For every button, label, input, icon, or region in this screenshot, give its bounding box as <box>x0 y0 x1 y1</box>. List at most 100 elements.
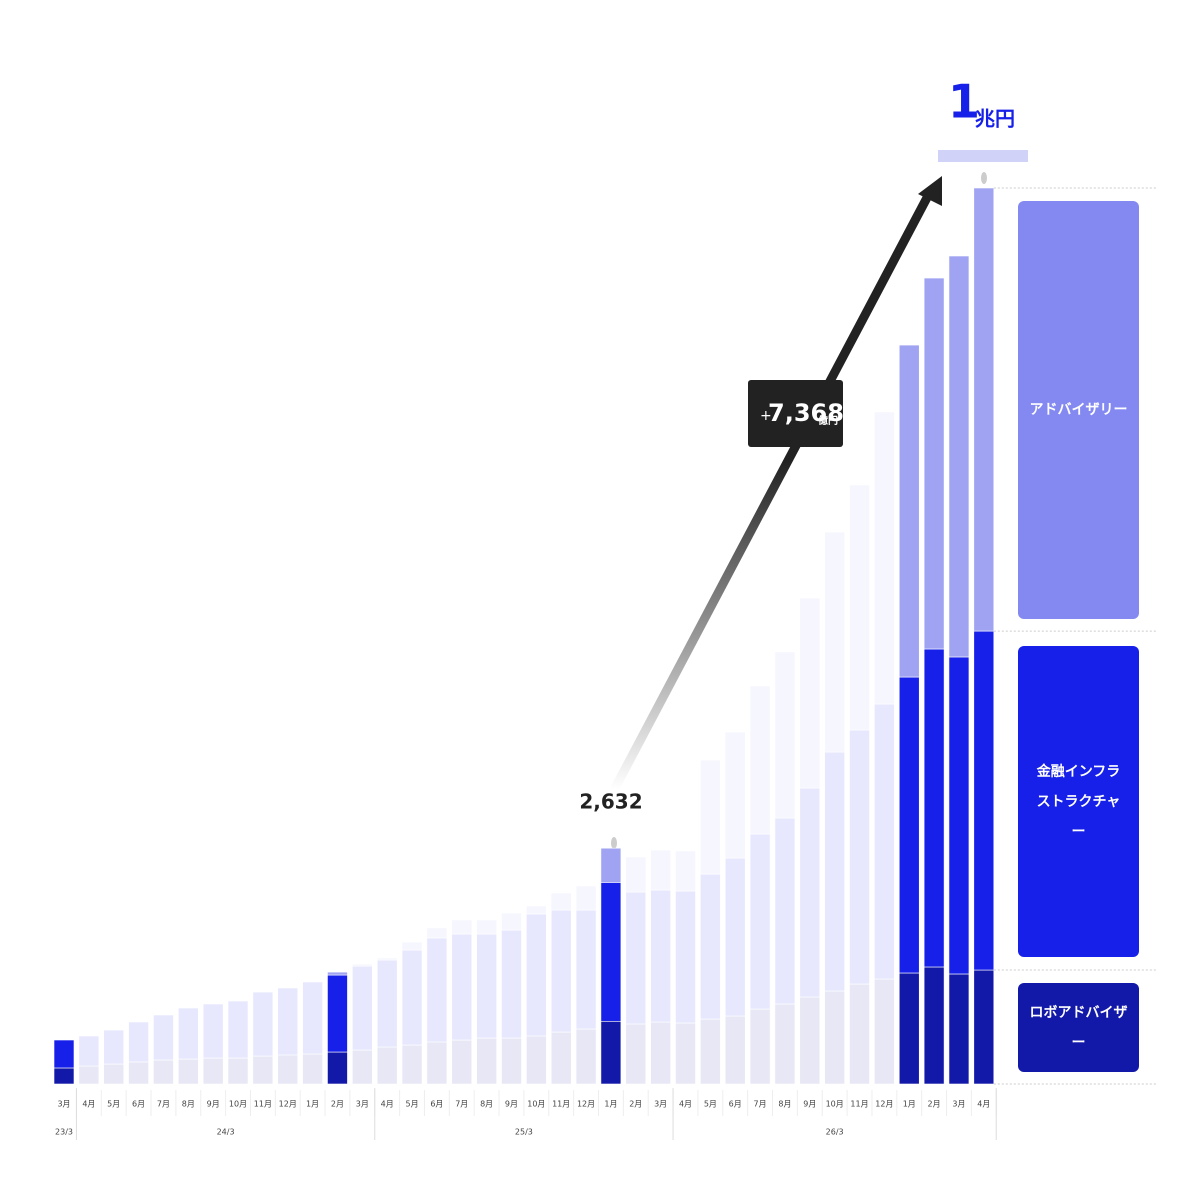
bar-segment <box>650 1021 671 1085</box>
bar-segment <box>799 597 821 789</box>
growth-value: 7,368 <box>768 399 844 427</box>
bar-segment <box>352 1049 373 1085</box>
bar-segment <box>426 1041 448 1085</box>
bar-segment <box>401 949 423 1046</box>
x-tick-label: 3月 <box>654 1100 667 1109</box>
bar-segment <box>824 990 845 1085</box>
x-tick-label: 10月 <box>229 1100 247 1109</box>
legend-item: 金融インフラストラクチャー <box>1018 646 1139 957</box>
bar-total-label: 2,632 <box>579 790 642 814</box>
bar-segment <box>898 972 920 1085</box>
bar-segment <box>327 1051 348 1085</box>
x-tick-label: 9月 <box>803 1100 816 1109</box>
x-tick-label: 3月 <box>952 1100 965 1109</box>
bar-segment <box>749 1008 771 1085</box>
x-tick-label: 11月 <box>552 1100 570 1109</box>
bar-segment <box>948 973 970 1085</box>
bar-segment <box>675 850 696 892</box>
goal-unit: 兆円 <box>975 107 1015 131</box>
bar-segment <box>749 685 771 835</box>
x-group-label: 26/3 <box>826 1128 844 1137</box>
bar-segment <box>550 1031 572 1085</box>
growth-arrow <box>610 189 934 793</box>
legend-item: ロボアドバイザー <box>1018 983 1139 1072</box>
bar-segment <box>600 847 622 883</box>
bar-segment <box>625 856 647 893</box>
x-tick-label: 4月 <box>381 1100 394 1109</box>
bar-segment <box>774 817 796 1005</box>
bar-segment <box>749 833 771 1010</box>
bar-segment <box>700 759 721 875</box>
x-tick-label: 7月 <box>157 1100 170 1109</box>
bar-segment <box>575 1028 597 1085</box>
bar-segment <box>202 1003 224 1059</box>
bar-segment <box>849 484 870 731</box>
x-tick-label: 12月 <box>875 1100 893 1109</box>
bar-segment <box>103 1063 125 1085</box>
x-tick-label: 12月 <box>279 1100 297 1109</box>
bar-segment <box>824 751 845 992</box>
x-tick-label: 12月 <box>577 1100 595 1109</box>
x-tick-label: 2月 <box>629 1100 642 1109</box>
bar-segment <box>526 905 547 915</box>
x-tick-label: 5月 <box>405 1100 418 1109</box>
bar-segment <box>103 1029 125 1065</box>
bar-segment <box>252 991 274 1057</box>
bar-segment <box>352 965 373 1051</box>
x-tick-label: 9月 <box>207 1100 220 1109</box>
bar-segment <box>78 1035 100 1067</box>
bar-segment <box>898 676 920 974</box>
bar-segment <box>923 966 945 1085</box>
bar-segment <box>153 1014 174 1061</box>
bar-segment <box>774 651 796 819</box>
bar-segment <box>625 891 647 1025</box>
x-tick-label: 2月 <box>331 1100 344 1109</box>
bar-segment <box>376 959 398 1048</box>
x-tick-label: 6月 <box>430 1100 443 1109</box>
bar-segment <box>53 1039 75 1069</box>
bar-segment <box>550 892 572 911</box>
bar-segment <box>476 919 497 935</box>
bar-segment <box>277 1054 299 1085</box>
bar-segment <box>376 957 398 961</box>
bar-segment <box>327 971 348 976</box>
bar-segment <box>799 996 821 1085</box>
bar-segment <box>799 787 821 998</box>
x-tick-label: 1月 <box>306 1100 319 1109</box>
bar-segment <box>948 255 970 658</box>
bar-segment <box>700 873 721 1020</box>
bar-segment <box>202 1057 224 1085</box>
x-tick-label: 1月 <box>604 1100 617 1109</box>
bar-segment <box>451 919 473 935</box>
x-tick-label: 8月 <box>480 1100 493 1109</box>
bar-segment <box>401 1044 423 1085</box>
bar-segment <box>849 983 870 1085</box>
bar-segment <box>526 913 547 1037</box>
bar-segment <box>302 1053 323 1085</box>
bar-segment <box>948 656 970 975</box>
bar-segment <box>78 1065 100 1085</box>
bar-segment <box>476 933 497 1039</box>
x-tick-label: 11月 <box>850 1100 868 1109</box>
bar-segment <box>650 889 671 1023</box>
x-tick-label: 6月 <box>132 1100 145 1109</box>
bar-segment <box>550 909 572 1033</box>
bar-segment <box>153 1059 174 1085</box>
bar-segment <box>724 731 746 859</box>
x-tick-label: 7月 <box>455 1100 468 1109</box>
x-tick-label: 9月 <box>505 1100 518 1109</box>
growth-box <box>748 380 843 447</box>
x-tick-label: 5月 <box>704 1100 717 1109</box>
bar-segment <box>600 1020 622 1085</box>
x-tick-label: 3月 <box>356 1100 369 1109</box>
bar-segment <box>178 1058 199 1085</box>
x-tick-label: 10月 <box>826 1100 844 1109</box>
bar-segment <box>874 978 895 1085</box>
legend-item: アドバイザリー <box>1018 201 1139 619</box>
bar-segment <box>625 1023 647 1085</box>
bar-segment <box>476 1037 497 1085</box>
bar-segment <box>675 890 696 1024</box>
bar-segment <box>227 1000 249 1059</box>
